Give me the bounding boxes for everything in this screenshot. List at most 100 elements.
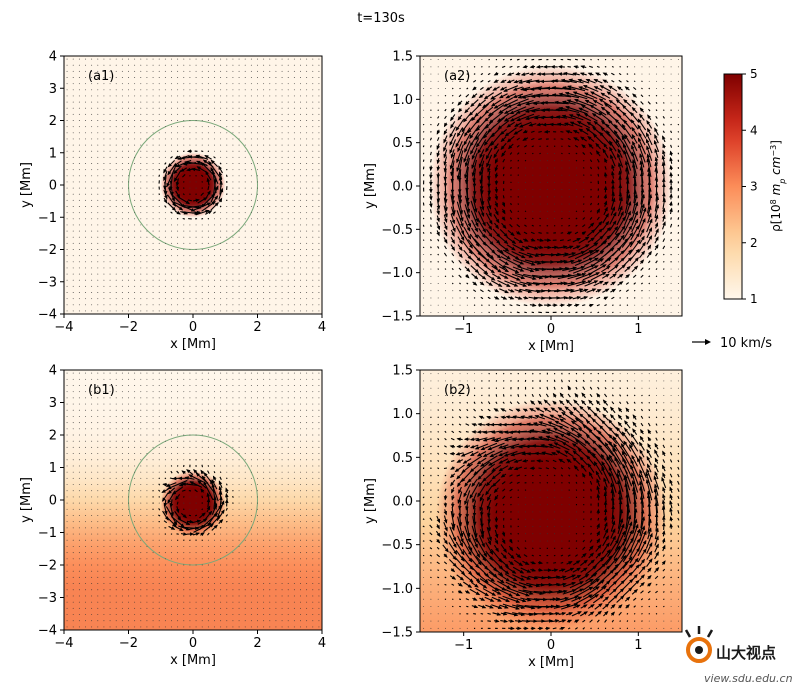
velocity-arrowhead (595, 72, 600, 76)
velocity-arrow (589, 159, 593, 163)
velocity-dot (275, 601, 277, 603)
velocity-dot (171, 242, 172, 244)
velocity-dot (670, 283, 672, 284)
velocity-dot (269, 583, 271, 585)
velocity-dot (318, 95, 320, 97)
velocity-arrowhead (588, 257, 594, 262)
velocity-dot (244, 595, 246, 597)
velocity-dot (158, 620, 160, 622)
velocity-arrowhead (606, 235, 611, 240)
velocity-arrowhead (634, 257, 639, 262)
velocity-arrow (201, 150, 204, 153)
velocity-dot (423, 102, 425, 104)
velocity-arrow (203, 481, 214, 501)
velocity-arrowhead (472, 86, 477, 91)
velocity-arrowhead (603, 193, 608, 199)
velocity-dot (437, 66, 439, 68)
velocity-dot (177, 595, 179, 597)
velocity-dot (257, 224, 258, 226)
velocity-dot (158, 138, 160, 140)
velocity-dot (189, 120, 191, 121)
velocity-arrowhead (179, 168, 185, 172)
velocity-dot (269, 490, 271, 492)
velocity-dot (121, 89, 123, 91)
velocity-dot (201, 558, 203, 560)
velocity-dot (85, 126, 86, 128)
velocity-dot (189, 502, 191, 504)
velocity-arrowhead (487, 205, 492, 210)
velocity-dot (300, 279, 301, 281)
velocity-arrowhead (480, 206, 485, 211)
velocity-dot (281, 187, 283, 189)
velocity-dot (207, 267, 209, 269)
velocity-dot (269, 163, 271, 164)
velocity-arrow (443, 252, 448, 257)
velocity-dot (220, 558, 222, 560)
velocity-dot (430, 275, 432, 277)
velocity-dot (66, 242, 68, 244)
velocity-arrow (606, 130, 620, 148)
velocity-dot (474, 311, 476, 313)
velocity-dot (201, 304, 203, 306)
velocity-dot (164, 298, 166, 300)
velocity-dot (109, 583, 111, 585)
velocity-dot (201, 589, 203, 591)
velocity-dot (306, 138, 308, 140)
velocity-arrow (670, 109, 672, 111)
velocity-dot (140, 126, 142, 128)
velocity-arrowhead (511, 246, 516, 251)
velocity-dot (140, 212, 142, 214)
velocity-dot (128, 515, 129, 516)
velocity-dot (525, 196, 526, 198)
velocity-dot (140, 107, 142, 109)
velocity-dot (244, 620, 246, 622)
velocity-dot (287, 236, 289, 238)
velocity-arrowhead (482, 221, 486, 227)
velocity-dot (287, 206, 289, 207)
velocity-dot (474, 59, 476, 61)
velocity-arrow (509, 152, 513, 155)
velocity-arrowhead (547, 303, 552, 307)
velocity-dot (226, 224, 228, 226)
velocity-arrow (194, 489, 198, 493)
velocity-dot (146, 285, 148, 287)
velocity-dot (103, 58, 105, 60)
velocity-dot (269, 138, 271, 140)
velocity-dot (189, 249, 191, 250)
velocity-dot (128, 261, 129, 263)
velocity-dot (140, 236, 142, 238)
velocity-arrowhead (615, 138, 620, 144)
velocity-arrow (582, 304, 586, 307)
velocity-arrowhead (522, 137, 527, 141)
velocity-arrow (655, 101, 658, 104)
velocity-dot (152, 558, 154, 560)
velocity-dot (293, 595, 295, 597)
velocity-dot (275, 539, 277, 541)
velocity-arrow (430, 116, 432, 119)
velocity-arrowhead (599, 280, 604, 285)
velocity-dot (250, 576, 252, 578)
velocity-arrow (430, 144, 432, 148)
velocity-dot (226, 267, 228, 269)
velocity-dot (281, 138, 283, 140)
velocity-arrow (225, 174, 228, 177)
velocity-dot (72, 224, 74, 226)
velocity-arrow (641, 87, 643, 90)
velocity-dot (152, 175, 154, 177)
velocity-arrowhead (225, 492, 229, 498)
velocity-dot (263, 285, 265, 287)
velocity-dot (238, 601, 240, 603)
velocity-dot (207, 558, 209, 560)
velocity-dot (91, 515, 93, 516)
velocity-dot (158, 224, 160, 226)
velocity-arrow (590, 166, 593, 170)
velocity-arrowhead (503, 110, 509, 114)
velocity-dot (146, 304, 148, 306)
velocity-arrow (182, 174, 186, 178)
velocity-dot (115, 589, 117, 591)
velocity-arrowhead (472, 178, 476, 183)
velocity-arrow (480, 296, 484, 300)
velocity-arrowhead (654, 148, 658, 153)
velocity-arrowhead (429, 189, 433, 194)
velocity-dot (128, 58, 129, 60)
